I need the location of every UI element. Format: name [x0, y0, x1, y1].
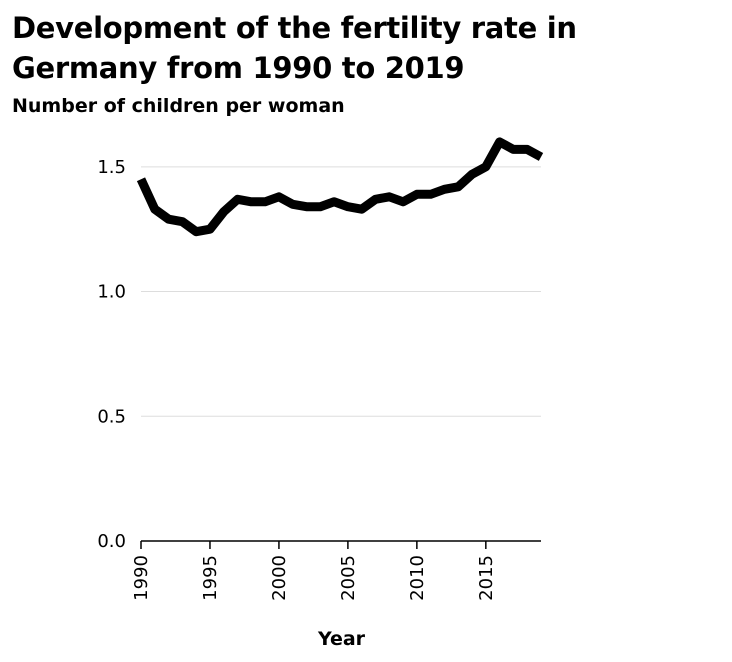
- x-tick-label: 2010: [407, 555, 428, 601]
- y-tick-label: 0.5: [97, 406, 126, 427]
- x-tick-label: 2015: [476, 555, 497, 601]
- x-tick-label: 2005: [338, 555, 359, 601]
- y-tick-label: 0.0: [97, 531, 126, 552]
- y-axis-label: Number of children per woman: [12, 95, 345, 117]
- x-tick-label: 2000: [269, 555, 290, 601]
- x-tick-label: 1995: [200, 555, 221, 601]
- y-tick-label: 1.5: [97, 157, 126, 178]
- series-line-0: [136, 137, 544, 237]
- y-tick-label: 1.0: [97, 282, 126, 303]
- x-axis-label: Year: [317, 628, 366, 650]
- chart-title: Development of the fertility rate in Ger…: [12, 11, 577, 85]
- x-tick-label: 1990: [131, 555, 152, 601]
